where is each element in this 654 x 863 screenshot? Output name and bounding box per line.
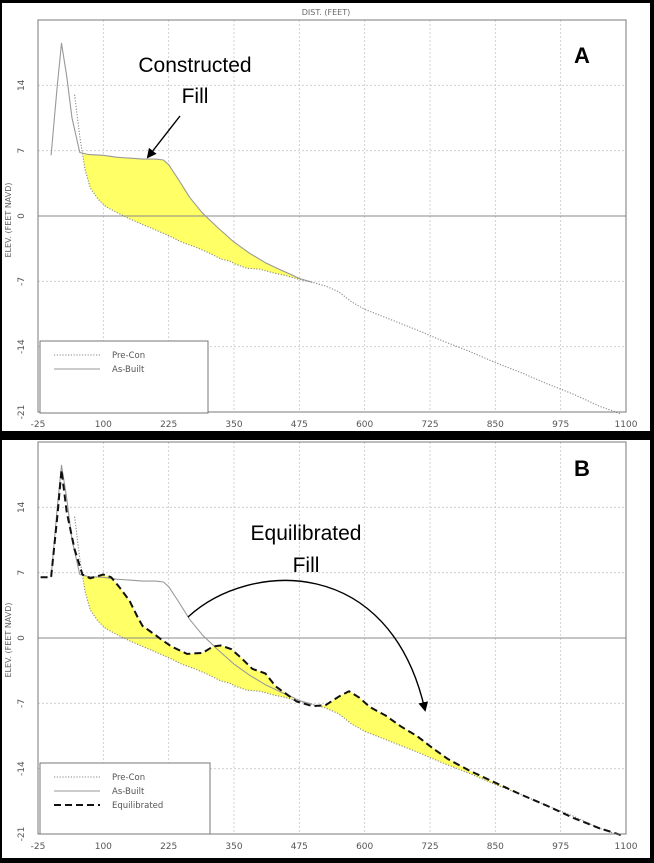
panel-b-y-tick-label: -21 xyxy=(17,827,27,842)
panel-b-annotation: Equilibrated Fill xyxy=(187,522,429,712)
panel-a-legend-box xyxy=(39,340,209,414)
panel-a-axes-frame xyxy=(37,19,627,413)
panel-b-legend-label: Equilibrated xyxy=(112,801,163,811)
panel-a-x-tick-label: 725 xyxy=(421,420,438,430)
panel-a-series-layer xyxy=(50,42,621,415)
panel-a-legend-label: Pre-Con xyxy=(112,351,145,361)
panel-a-annotation-text: Fill xyxy=(182,85,209,108)
panel-b-legend-label: Pre-Con xyxy=(112,773,145,783)
panel-a-y-tick-label: -14 xyxy=(17,339,27,354)
panel-b-y-tick-label: 7 xyxy=(17,570,27,576)
panel-a-y-tick-label: 14 xyxy=(17,79,27,91)
panel-b-x-tick-label: -25 xyxy=(31,842,46,852)
panel-a-x-tick-label: 225 xyxy=(160,420,177,430)
panel-a-x-tick-label: 475 xyxy=(291,420,308,430)
panel-a-y-tick-label: 7 xyxy=(17,148,27,154)
panel-b-y-tick-label: -14 xyxy=(17,761,27,776)
panel-a-y-tick-label: 0 xyxy=(17,213,27,219)
panel-a-legend: Pre-Con As-Built xyxy=(39,340,209,414)
panel-a-y-axis-label: ELEV. (FEET NAVD) xyxy=(4,182,13,257)
panel-b-x-tick-label: 725 xyxy=(421,842,438,852)
panel-b-x-tick-label: 350 xyxy=(225,842,242,852)
panel-a-tick-labels: -25 100 225 350 475 600 725 850 975 1100 -21 -14 -7 0… xyxy=(17,79,638,430)
panel-a-annotation-arrow xyxy=(146,115,181,159)
panel-a-x-tick-label: 975 xyxy=(552,420,569,430)
panel-b-x-tick-label: 1100 xyxy=(615,842,638,852)
panel-b-y-tick-label: 0 xyxy=(17,635,27,641)
panel-a-annotation-text: Constructed xyxy=(138,54,251,77)
panel-a-fill-area xyxy=(74,94,301,280)
panel-b-legend: Pre-Con As-Built Equilibrated xyxy=(39,762,211,835)
panel-b-x-tick-label: 475 xyxy=(291,842,308,852)
panel-a-x-tick-label: -25 xyxy=(31,420,46,430)
panel-b-series-equilibrated xyxy=(40,469,622,836)
panel-a-x-tick-label: 100 xyxy=(95,420,112,430)
panel-a-y-tick-label: -21 xyxy=(17,405,27,420)
panel-b-annotation-arrow xyxy=(187,579,429,712)
panel-a: -25 100 225 350 475 600 725 850 975 1100 -21 -14 -7 0… xyxy=(2,3,650,431)
panel-b-x-tick-label: 225 xyxy=(160,842,177,852)
panel-b-series-pre-con xyxy=(74,516,621,837)
panel-b-x-tick-label: 100 xyxy=(95,842,112,852)
panel-b-letter: B xyxy=(574,456,590,481)
panel-a-legend-label: As-Built xyxy=(112,365,145,375)
panel-b-y-axis-label: ELEV. (FEET NAVD) xyxy=(4,602,13,677)
panel-a-series-pre-con xyxy=(74,94,621,415)
panel-a-x-tick-label: 350 xyxy=(225,420,242,430)
panel-b-y-tick-label: 14 xyxy=(17,501,27,513)
panel-b-annotation-text: Fill xyxy=(293,554,320,577)
panel-a-x-tick-label: 600 xyxy=(356,420,373,430)
panel-b-x-tick-label: 975 xyxy=(552,842,569,852)
panel-b-axes-frame xyxy=(37,441,627,835)
panel-b-tick-labels: -25 100 225 350 475 600 725 850 975 1100 -21 -14 -7 0… xyxy=(17,501,638,852)
panel-b-x-tick-label: 600 xyxy=(356,842,373,852)
panel-b-plot-border xyxy=(37,441,627,835)
panel-a-x-tick-label: 850 xyxy=(487,420,504,430)
panel-a-x-axis-title: DIST. (FEET) xyxy=(302,8,350,17)
panel-a-fill-layer xyxy=(74,94,301,280)
panel-a-letter: A xyxy=(574,43,590,68)
panel-b-legend-box xyxy=(39,762,211,835)
panel-b-y-tick-label: -7 xyxy=(17,699,27,708)
panel-a-plot-border xyxy=(37,19,627,413)
panel-a-y-tick-label: -7 xyxy=(17,277,27,286)
panel-b-annotation-text: Equilibrated xyxy=(251,522,362,545)
panel-b: -25 100 225 350 475 600 725 850 975 1100 -21 -14 -7 0… xyxy=(2,440,650,858)
panel-a-annotation: Constructed Fill xyxy=(138,54,252,159)
panel-b-x-tick-label: 850 xyxy=(487,842,504,852)
panel-a-x-tick-label: 1100 xyxy=(615,420,638,430)
panel-a-series-as-built xyxy=(50,42,313,283)
panel-b-series-layer xyxy=(40,464,622,837)
panel-b-legend-label: As-Built xyxy=(112,787,145,797)
